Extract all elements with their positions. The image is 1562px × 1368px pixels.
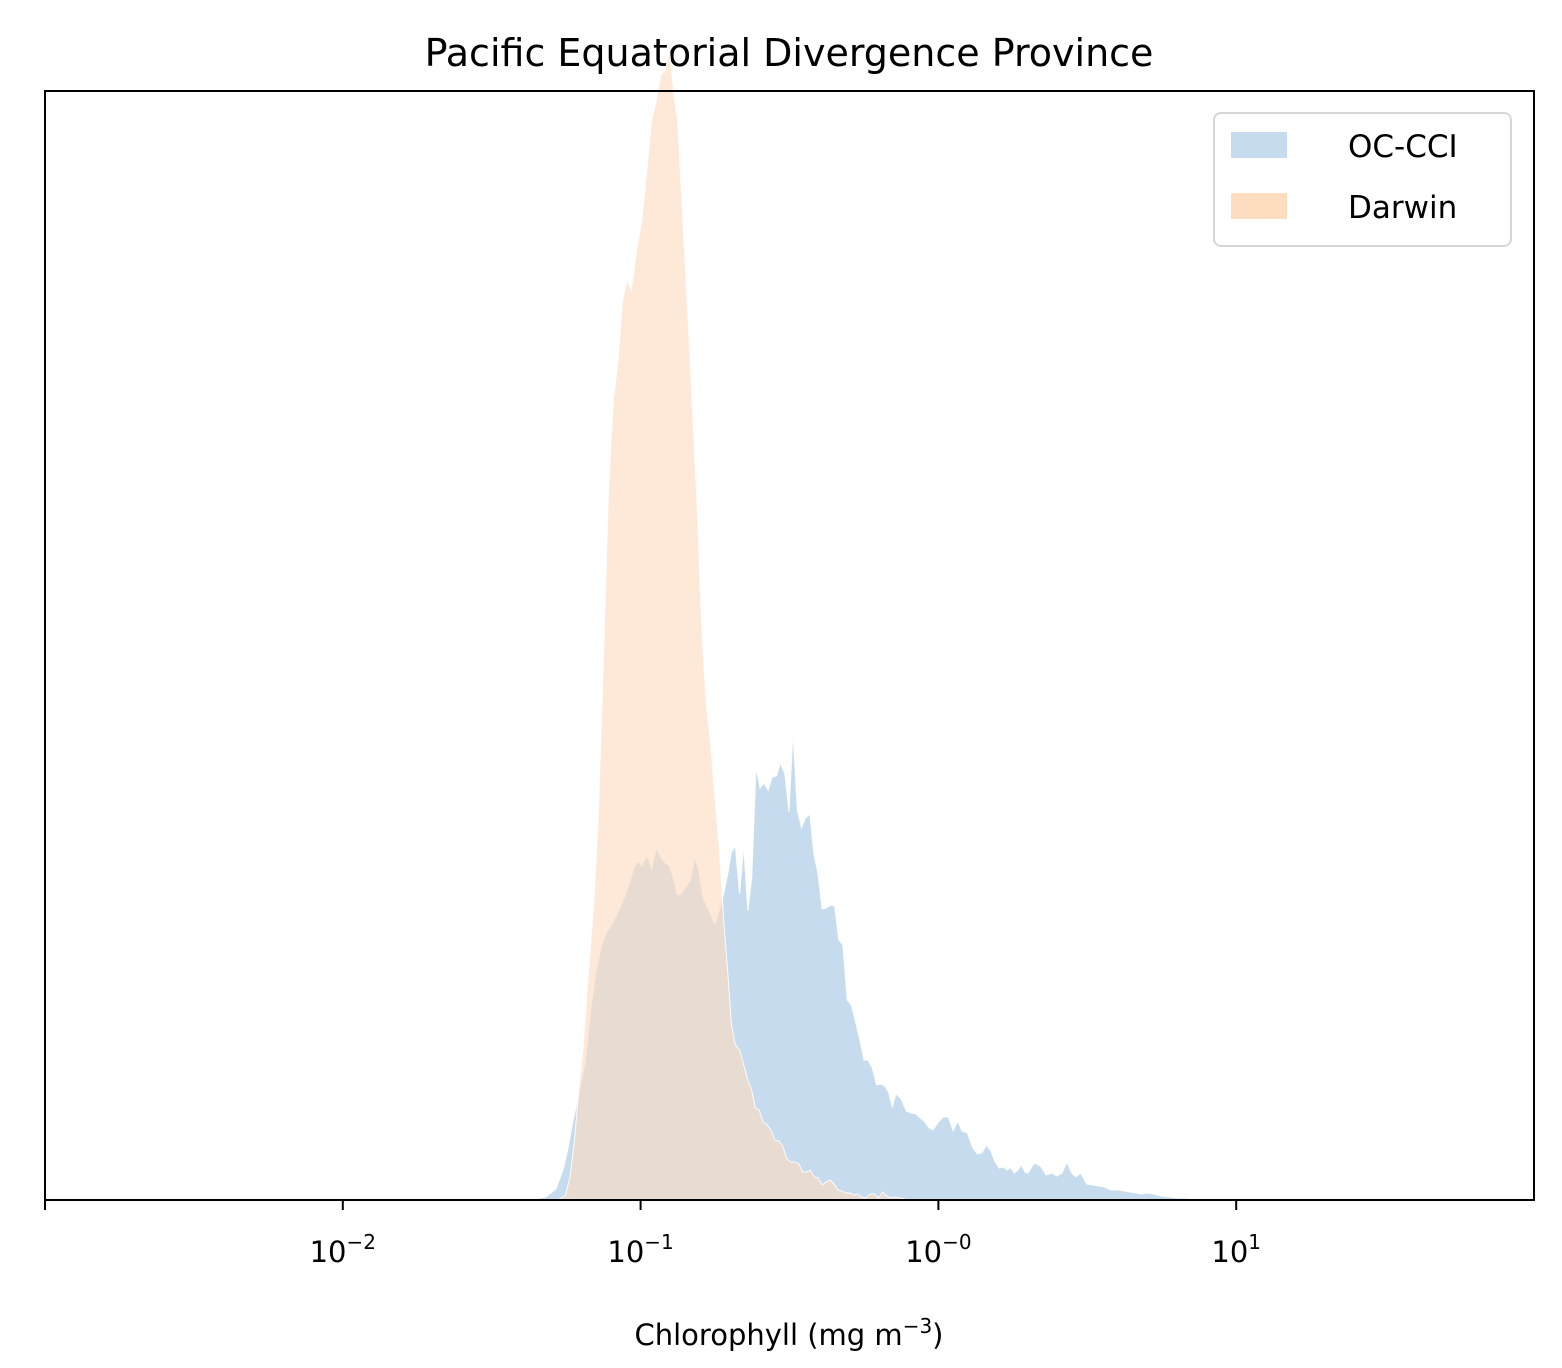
x-tick-label: 10−0 bbox=[905, 1230, 971, 1269]
x-tick-label-exponent: −1 bbox=[644, 1230, 673, 1254]
x-tick-label: 10−2 bbox=[310, 1230, 376, 1269]
x-tick-label-exponent: −0 bbox=[942, 1230, 971, 1254]
x-tick-label-base: 10 bbox=[310, 1235, 347, 1269]
x-tick-label: 101 bbox=[1211, 1230, 1261, 1269]
x-axis-label: Chlorophyll (mg m−3) bbox=[635, 1314, 944, 1352]
axes-layer: 10−2 10−1 10−0 101 bbox=[44, 90, 1535, 1269]
chart-title: Pacific Equatorial Divergence Province bbox=[425, 31, 1154, 75]
legend-frame bbox=[1213, 112, 1512, 247]
x-tick-label-exponent: −2 bbox=[347, 1230, 376, 1254]
x-axis-label-exponent: −3 bbox=[903, 1314, 932, 1338]
series-layer bbox=[484, 49, 1237, 1201]
x-tick-label-exponent: 1 bbox=[1248, 1230, 1261, 1254]
x-axis-label-suffix: ) bbox=[932, 1318, 943, 1352]
legend-swatch-oc-cci bbox=[1231, 132, 1287, 158]
series-area-darwin bbox=[522, 49, 910, 1201]
x-tick-label-base: 10 bbox=[1211, 1235, 1248, 1269]
axes-frame bbox=[44, 90, 1535, 1201]
legend-label-oc-cci: OC-CCI bbox=[1348, 129, 1458, 165]
x-tick-label-base: 10 bbox=[607, 1235, 644, 1269]
x-tick-label-base: 10 bbox=[905, 1235, 942, 1269]
legend-swatch-darwin bbox=[1231, 193, 1287, 219]
legend-label-darwin: Darwin bbox=[1348, 190, 1457, 226]
x-axis-label-base: Chlorophyll (mg m bbox=[635, 1318, 903, 1352]
plot-area: 10−2 10−1 10−0 101 bbox=[44, 49, 1535, 1269]
x-tick-label: 10−1 bbox=[607, 1230, 673, 1269]
legend: OC-CCI Darwin bbox=[1213, 112, 1512, 247]
